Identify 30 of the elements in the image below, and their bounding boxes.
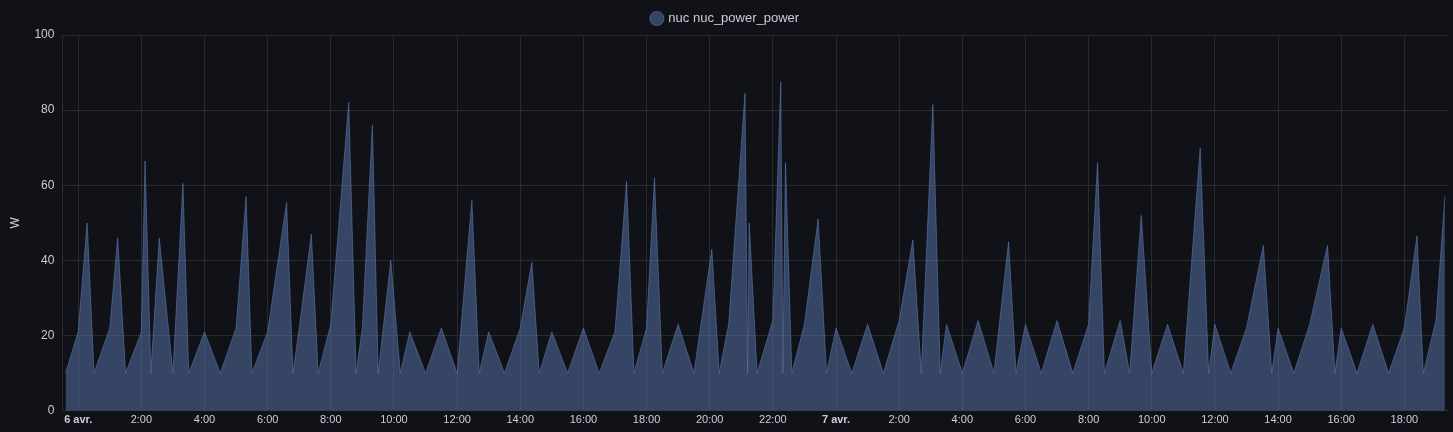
y-tick-label: 20 [41, 327, 55, 342]
y-tick-label: 0 [47, 403, 55, 418]
x-tick-label: 16:00 [1327, 413, 1355, 426]
x-tick-label: 16:00 [569, 413, 598, 426]
x-tick-label: 18:00 [632, 413, 661, 426]
x-tick-label: 6 avr. [64, 413, 93, 426]
x-tick-label: 4:00 [951, 413, 974, 426]
x-tick-label: 2:00 [130, 413, 153, 426]
y-tick-label: 100 [34, 27, 55, 42]
x-tick-label: 10:00 [380, 413, 408, 426]
x-tick-label: 6:00 [256, 413, 279, 426]
x-tick-label: 7 avr. [821, 413, 851, 426]
y-tick-label: 60 [41, 177, 55, 192]
y-axis-title: W [7, 216, 22, 229]
x-tick-label: 8:00 [320, 413, 342, 426]
x-tick-label: 20:00 [695, 413, 724, 426]
x-tick-label: 14:00 [506, 413, 535, 426]
x-tick-label: 22:00 [759, 413, 787, 426]
x-tick-label: 6:00 [1014, 413, 1037, 426]
x-tick-label: 12:00 [1201, 413, 1229, 426]
x-tick-label: 10:00 [1138, 413, 1166, 426]
y-tick-label: 40 [41, 252, 55, 267]
x-tick-label: 8:00 [1077, 413, 1100, 426]
x-tick-label: 2:00 [888, 413, 910, 426]
x-tick-label: 14:00 [1264, 413, 1292, 426]
x-tick-label: 12:00 [443, 413, 471, 426]
legend-label: nuc nuc_power_power [668, 10, 800, 26]
y-tick-label: 80 [41, 102, 55, 117]
x-tick-label: 4:00 [193, 413, 216, 426]
x-tick-label: 18:00 [1390, 413, 1419, 426]
